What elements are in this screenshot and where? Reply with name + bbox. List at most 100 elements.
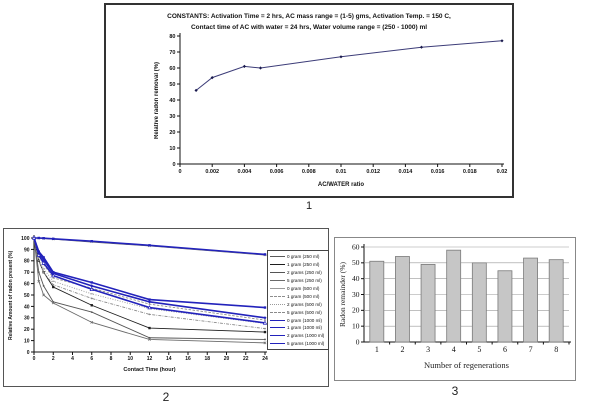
legend-label: 2 grams (250 ml)	[287, 270, 322, 276]
svg-text:8: 8	[554, 345, 558, 354]
svg-text:8: 8	[110, 356, 113, 362]
chart1-title: CONSTANTS: Activation Time = 2 hrs, AC m…	[106, 11, 512, 33]
svg-text:4: 4	[452, 345, 456, 354]
legend-label: 2 grams (1000 ml)	[287, 333, 325, 339]
legend-label: 2 grams (500 ml)	[287, 301, 322, 307]
svg-text:20: 20	[224, 356, 230, 362]
chart1-title-line1: CONSTANTS: Activation Time = 2 hrs, AC m…	[167, 13, 451, 20]
svg-text:0.014: 0.014	[399, 169, 414, 175]
svg-text:50: 50	[24, 293, 30, 299]
figure-2-line-chart: 0 10 20 30 40 50 60 70 80 90 100 0 2 4 6 8 10 12 14 16 18 20 2…	[3, 228, 329, 387]
legend-label: 1 gram (500 ml)	[287, 293, 320, 299]
chart2-series-11	[31, 235, 268, 325]
svg-text:60: 60	[352, 242, 360, 251]
legend-item-3: 5 grams (250 ml)	[270, 277, 327, 285]
svg-text:50: 50	[352, 258, 360, 267]
svg-text:0.002: 0.002	[205, 169, 219, 175]
legend-label: 0 gram (1000 ml)	[287, 317, 322, 323]
legend-line-sample	[270, 295, 285, 297]
svg-text:1: 1	[375, 345, 379, 354]
svg-text:0: 0	[33, 356, 36, 362]
chart1-plot-area: 0 10 20 30 40 50 60 70 80 0 0.002 0.004 0.006 0.008 0.…	[169, 33, 507, 175]
svg-text:20: 20	[352, 306, 360, 315]
svg-text:0.016: 0.016	[431, 169, 445, 175]
svg-text:20: 20	[169, 130, 175, 136]
svg-text:12: 12	[147, 356, 153, 362]
svg-text:6: 6	[503, 345, 507, 354]
chart3-bar-1	[369, 260, 385, 343]
chart2-series-3	[32, 236, 267, 345]
svg-text:80: 80	[169, 34, 175, 40]
figure-1-number: 1	[305, 200, 313, 212]
figure-3-number: 3	[451, 384, 459, 398]
legend-line-sample	[270, 343, 285, 345]
chart3-bar-2	[395, 256, 410, 343]
chart2-x-axis-label: Contact Time (hour)	[123, 367, 176, 373]
svg-text:22: 22	[243, 356, 249, 362]
legend-item-11: 5 grams (1000 ml)	[270, 340, 327, 348]
svg-text:30: 30	[169, 114, 175, 120]
legend-label: 5 grams (250 ml)	[287, 278, 322, 284]
svg-text:0.01: 0.01	[336, 169, 347, 175]
chart3-bar-4	[446, 249, 462, 343]
legend-line-sample	[270, 256, 285, 258]
svg-text:90: 90	[24, 247, 30, 253]
svg-text:0.004: 0.004	[238, 169, 253, 175]
svg-text:30: 30	[24, 316, 30, 322]
svg-text:100: 100	[21, 236, 30, 242]
chart3-bar-7	[523, 257, 538, 343]
legend-label: 5 grams (1000 ml)	[287, 341, 325, 347]
svg-text:10: 10	[352, 322, 360, 331]
svg-text:2: 2	[52, 356, 55, 362]
legend-item-5: 1 gram (500 ml)	[270, 292, 327, 300]
svg-text:70: 70	[169, 50, 175, 56]
chart1-x-axis-label: AC/WATER ratio	[317, 182, 365, 188]
legend-item-6: 2 grams (500 ml)	[270, 300, 327, 308]
svg-text:10: 10	[169, 146, 175, 152]
svg-text:18: 18	[204, 356, 210, 362]
svg-text:10: 10	[24, 339, 30, 345]
figure-2-number: 2	[162, 390, 170, 404]
legend-line-sample	[270, 327, 285, 329]
legend-line-sample	[270, 303, 285, 305]
chart1-title-line2: Contact time of AC with water = 24 hrs, …	[190, 24, 428, 32]
svg-text:14: 14	[166, 356, 172, 362]
figure-1-line-chart: 0 10 20 30 40 50 60 70 80 0 0.002 0.004 0.006 0.008 0.…	[104, 3, 514, 198]
legend-item-8: 0 gram (1000 ml)	[270, 316, 327, 324]
legend-label: 0 gram (250 ml)	[287, 254, 320, 260]
legend-line-sample	[270, 280, 285, 282]
svg-text:0: 0	[172, 162, 175, 168]
legend-line-sample	[270, 335, 285, 337]
svg-text:40: 40	[169, 98, 175, 104]
svg-text:16: 16	[185, 356, 191, 362]
chart3-bar-3	[420, 264, 436, 343]
chart3-plot-area: 0 10 20 30 40 50 60 1 2 3 4 5 6 7 8	[352, 242, 571, 354]
legend-item-0: 0 gram (250 ml)	[270, 253, 327, 261]
chart2-legend: 0 gram (250 ml) 1 gram (250 ml) 2 grams (2…	[267, 250, 329, 350]
legend-line-sample	[270, 272, 285, 274]
legend-item-10: 2 grams (1000 ml)	[270, 332, 327, 340]
svg-text:50: 50	[169, 82, 175, 88]
svg-text:6: 6	[90, 356, 93, 362]
svg-text:40: 40	[24, 304, 30, 310]
svg-text:30: 30	[352, 290, 360, 299]
svg-text:0.012: 0.012	[366, 169, 380, 175]
svg-text:0: 0	[27, 350, 30, 356]
legend-item-9: 1 gram (1000 ml)	[270, 324, 327, 332]
svg-text:7: 7	[529, 345, 533, 354]
chart3-x-axis-label: Number of regenerations	[424, 360, 509, 370]
svg-text:70: 70	[24, 270, 30, 276]
svg-text:0: 0	[356, 337, 360, 346]
svg-text:0.006: 0.006	[270, 169, 284, 175]
chart3-bar-5	[471, 262, 487, 343]
chart3-y-axis-label: Radon remainder (%)	[338, 262, 347, 327]
svg-text:0.018: 0.018	[463, 169, 477, 175]
legend-line-sample	[270, 264, 285, 266]
chart2-y-axis-label: Relative Amount of radon present (%)	[8, 250, 14, 340]
legend-label: 1 gram (1000 ml)	[287, 325, 322, 331]
svg-text:5: 5	[477, 345, 481, 354]
svg-text:80: 80	[24, 259, 30, 265]
chart3-bar-6	[497, 270, 513, 343]
